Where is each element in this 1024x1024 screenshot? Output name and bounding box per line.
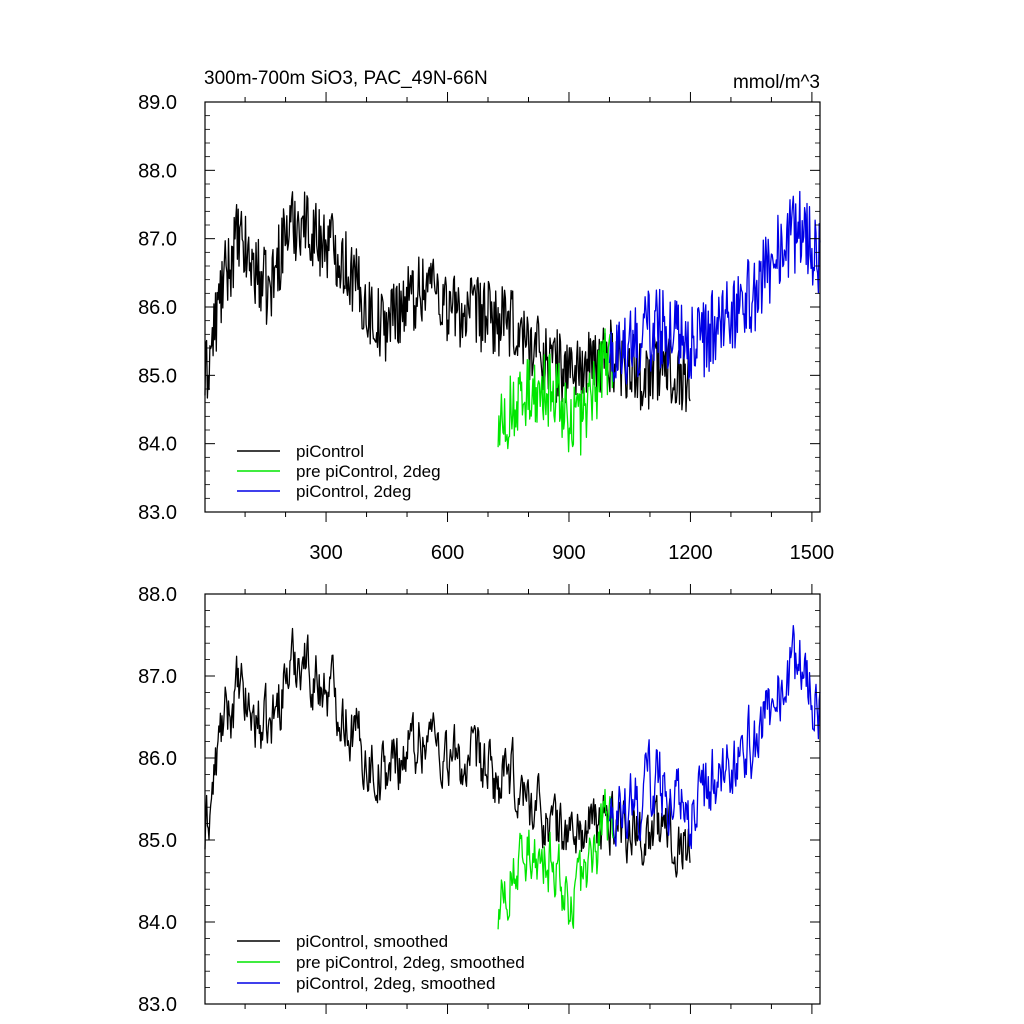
series-line-picontrol <box>204 191 691 413</box>
legend-label-picontrol-2deg: piControl, 2deg <box>296 482 411 501</box>
chart-title: 300m-700m SiO3, PAC_49N-66N <box>204 68 488 89</box>
y-tick-label: 85.0 <box>138 365 177 387</box>
y-tick-label: 86.0 <box>138 748 177 770</box>
y-tick-label: 87.0 <box>138 666 177 688</box>
x-tick-label: 1200 <box>668 542 713 564</box>
top-series-group <box>204 190 821 456</box>
y-tick-label: 87.0 <box>138 229 177 251</box>
y-tick-label: 86.0 <box>138 297 177 319</box>
y-tick-label: 83.0 <box>138 994 177 1016</box>
y-tick-label: 88.0 <box>138 584 177 606</box>
y-tick-label: 89.0 <box>138 92 177 114</box>
legend-label-picontrol-2deg-smoothed: piControl, 2deg, smoothed <box>296 974 495 993</box>
top-panel: 300m-700m SiO3, PAC_49N-66N mmol/m^3 83.… <box>138 68 834 564</box>
bottom-panel: 83.0 84.0 85.0 86.0 87.0 88.0 piControl, smoo… <box>138 584 821 1016</box>
y-tick-label: 88.0 <box>138 160 177 182</box>
top-axes: 83.0 84.0 85.0 86.0 87.0 88.0 89.0 300 600 900 120… <box>138 92 834 564</box>
series-line-picontrol-2deg-smoothed <box>608 624 821 850</box>
legend-label-pre-picontrol-2deg-smoothed: pre piControl, 2deg, smoothed <box>296 953 525 972</box>
top-legend: piControl pre piControl, 2deg piControl,… <box>237 442 441 501</box>
x-tick-label: 300 <box>309 542 342 564</box>
bottom-series-group <box>204 624 821 930</box>
series-line-picontrol-2deg <box>608 190 821 385</box>
x-tick-label: 600 <box>431 542 464 564</box>
x-tick-label: 900 <box>552 542 585 564</box>
legend-label-picontrol-smoothed: piControl, smoothed <box>296 932 448 951</box>
bottom-axes: 83.0 84.0 85.0 86.0 87.0 88.0 <box>138 584 820 1016</box>
legend-label-picontrol: piControl <box>296 442 364 461</box>
x-tick-label: 1500 <box>790 542 835 564</box>
series-line-pre-picontrol-2deg <box>497 328 614 456</box>
series-line-picontrol-smoothed <box>204 627 691 878</box>
y-tick-label: 83.0 <box>138 502 177 524</box>
y-tick-label: 85.0 <box>138 830 177 852</box>
units-label: mmol/m^3 <box>733 72 820 93</box>
y-tick-label: 84.0 <box>138 912 177 934</box>
y-tick-label: 84.0 <box>138 434 177 456</box>
legend-label-pre-picontrol-2deg: pre piControl, 2deg <box>296 462 441 481</box>
bottom-plot-frame <box>204 593 821 1005</box>
bottom-legend: piControl, smoothed pre piControl, 2deg,… <box>237 932 525 993</box>
series-line-pre-picontrol-2deg-smoothed <box>497 788 614 930</box>
